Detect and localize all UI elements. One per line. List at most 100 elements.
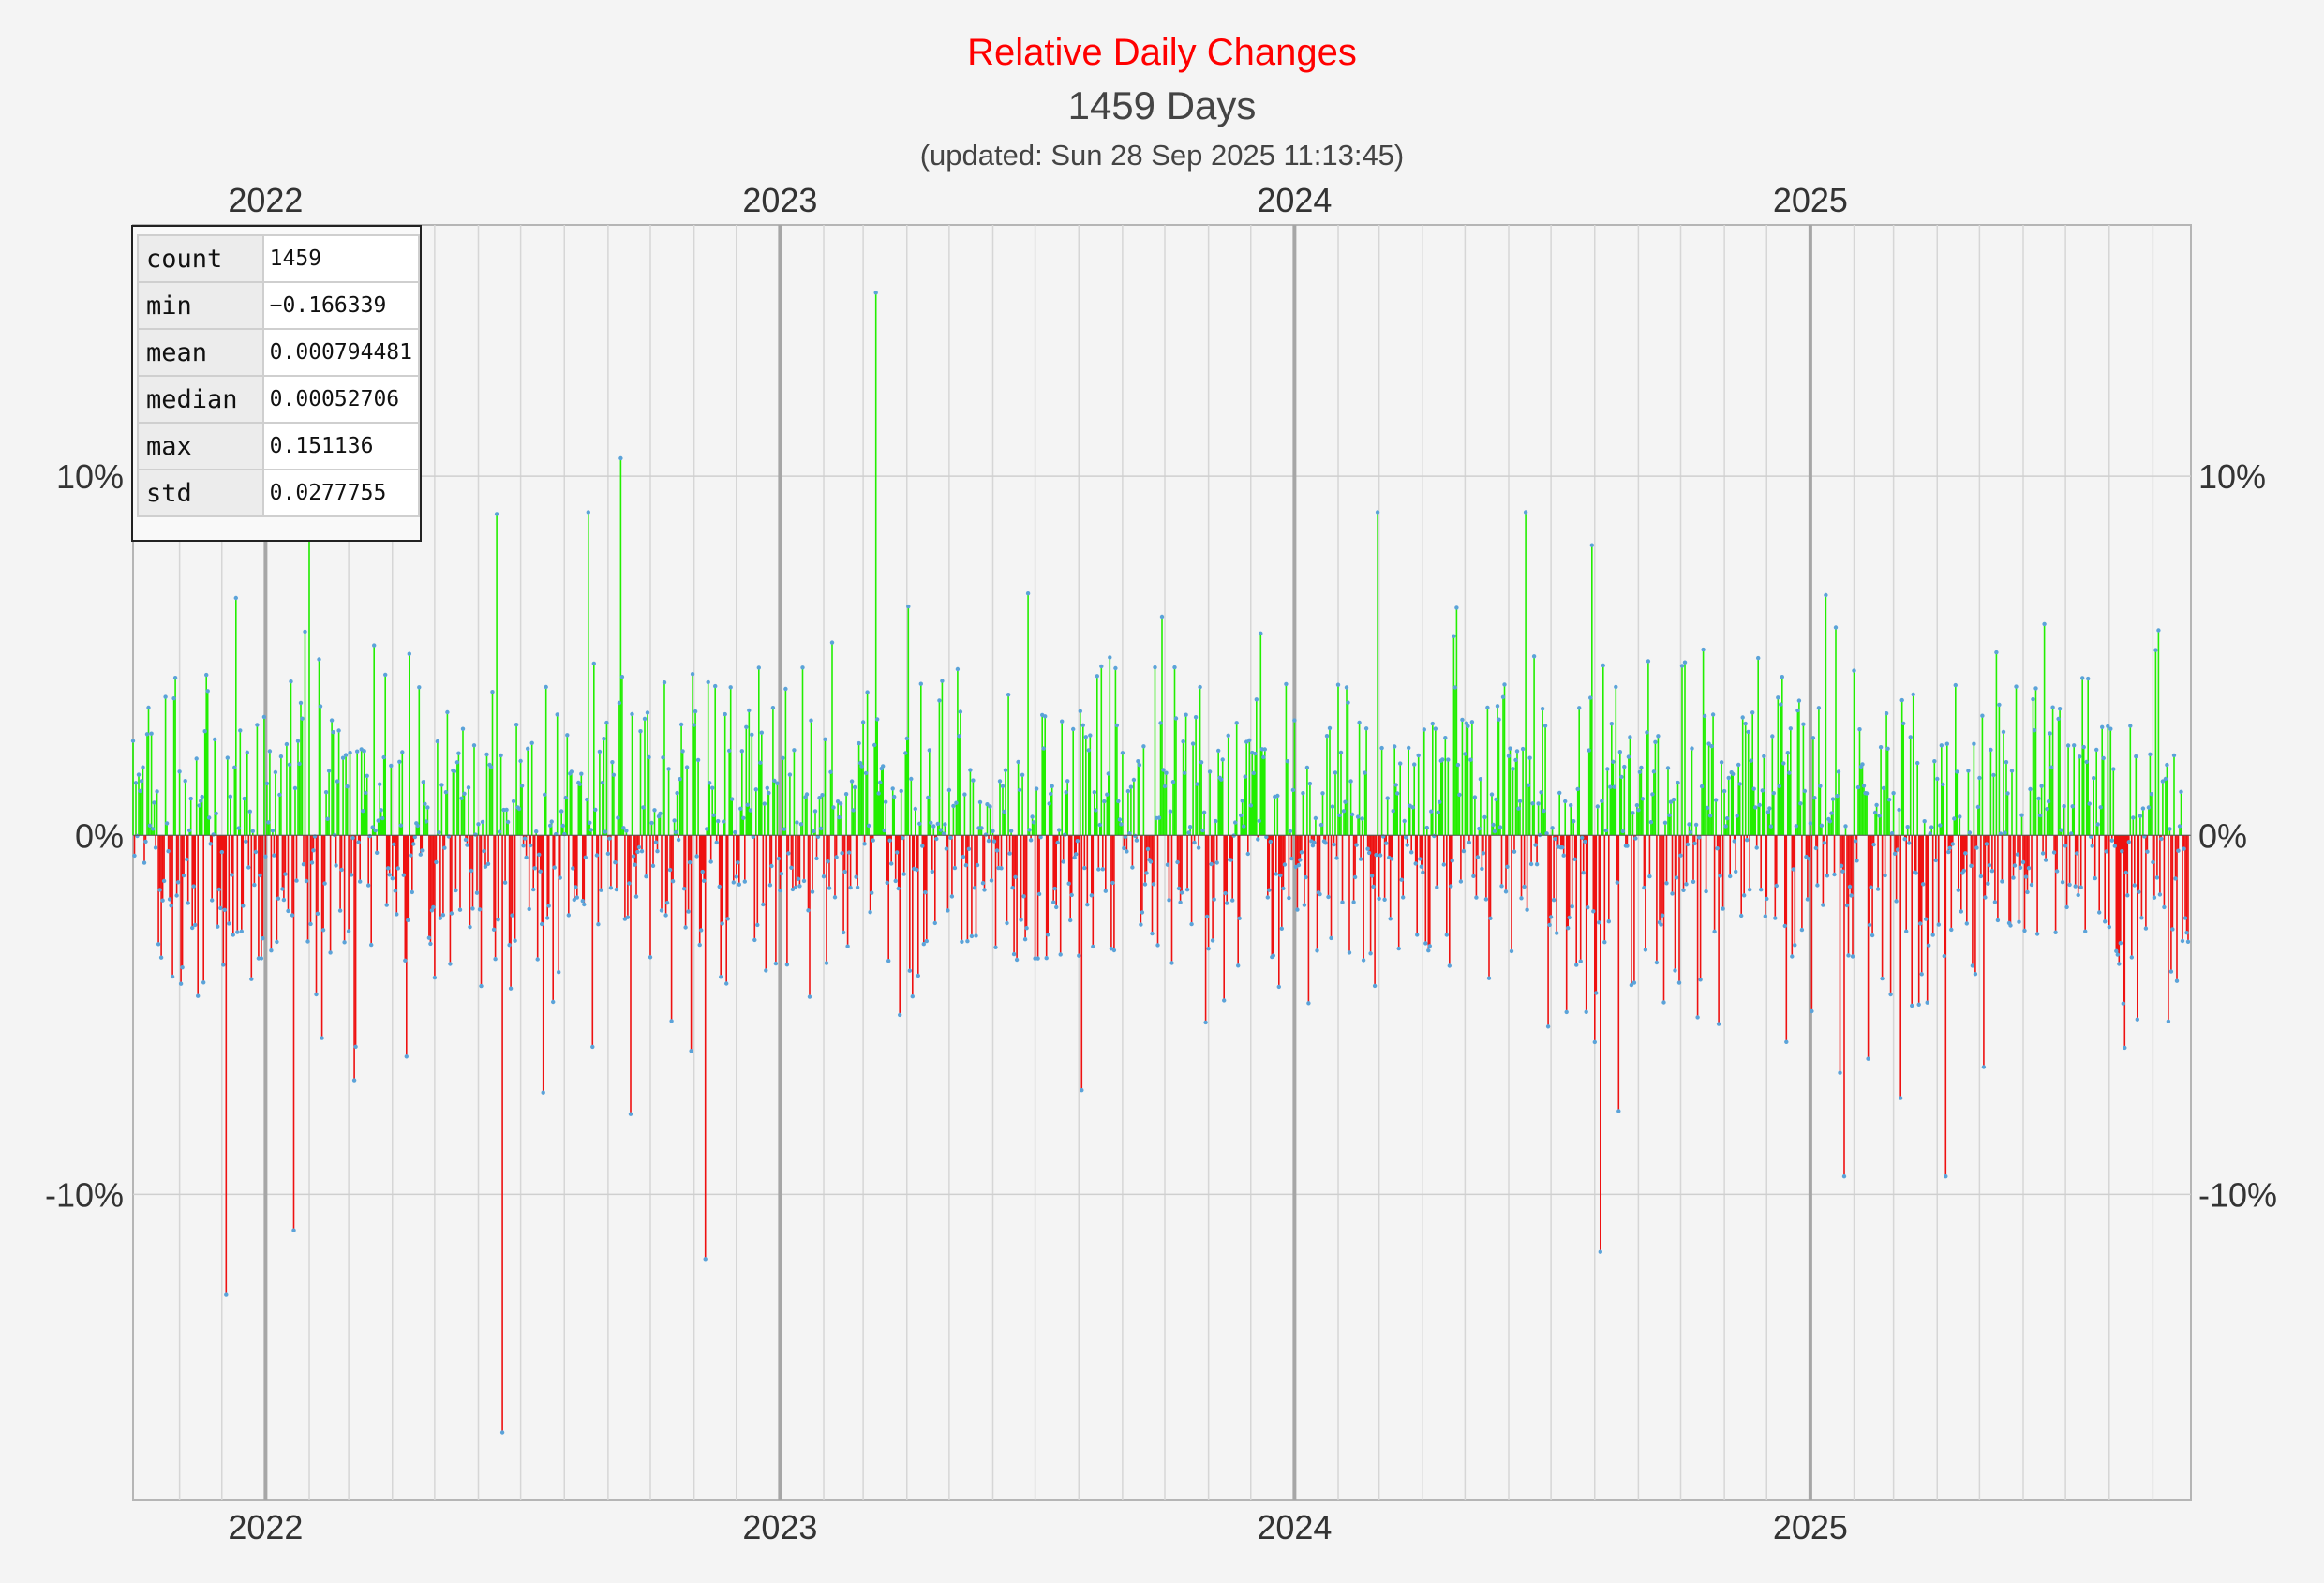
daily-change-point xyxy=(1050,784,1054,788)
daily-change-point xyxy=(318,704,323,709)
daily-change-point xyxy=(454,888,458,893)
daily-change-point xyxy=(968,768,973,772)
daily-change-point xyxy=(1116,799,1121,804)
daily-change-point xyxy=(2032,728,2037,733)
daily-change-point xyxy=(1878,745,1884,750)
daily-change-point xyxy=(1712,929,1717,934)
daily-change-point xyxy=(1894,899,1899,904)
daily-change-point xyxy=(717,884,722,889)
daily-change-point xyxy=(1034,786,1039,791)
daily-change-point xyxy=(1788,726,1794,731)
daily-change-point xyxy=(779,872,784,876)
x-tick-label-top: 2023 xyxy=(742,181,817,219)
daily-change-point xyxy=(314,992,319,997)
daily-change-point xyxy=(349,873,354,877)
daily-change-point xyxy=(315,911,320,916)
daily-change-point xyxy=(2031,696,2035,702)
daily-change-point xyxy=(2087,801,2092,806)
x-tick-label-bottom: 2024 xyxy=(1257,1508,1332,1546)
daily-change-point xyxy=(1958,814,1962,819)
daily-change-point xyxy=(194,756,199,761)
daily-change-point xyxy=(1734,869,1738,874)
daily-change-point xyxy=(1835,794,1840,799)
daily-change-point xyxy=(1254,697,1259,702)
daily-change-point xyxy=(161,878,167,884)
daily-change-point xyxy=(1086,748,1092,753)
daily-change-point xyxy=(1619,774,1624,780)
x-tick-label-bottom: 2025 xyxy=(1773,1508,1848,1546)
daily-change-point xyxy=(1807,857,1811,861)
chart-updated-timestamp: (updated: Sun 28 Sep 2025 11:13:45) xyxy=(919,139,1405,172)
daily-change-point xyxy=(507,943,512,948)
daily-change-point xyxy=(873,291,878,295)
daily-change-point xyxy=(353,1044,358,1050)
daily-change-point xyxy=(1885,746,1890,751)
daily-change-point xyxy=(548,823,553,828)
daily-change-point xyxy=(1620,829,1626,834)
daily-change-point xyxy=(801,878,807,884)
daily-change-point xyxy=(733,829,737,835)
daily-change-point xyxy=(1423,941,1428,946)
daily-change-point xyxy=(761,902,766,907)
daily-change-point xyxy=(1883,873,1887,878)
daily-change-point xyxy=(633,894,639,899)
daily-change-point xyxy=(1989,747,1993,753)
daily-change-point xyxy=(516,806,522,812)
daily-change-point xyxy=(980,881,986,886)
daily-change-point xyxy=(1584,1009,1588,1015)
daily-change-point xyxy=(1360,816,1364,821)
daily-change-point xyxy=(210,898,215,903)
daily-change-point xyxy=(1035,956,1040,961)
stat-key: max xyxy=(137,422,264,470)
daily-change-point xyxy=(1125,849,1129,854)
daily-change-point xyxy=(1083,735,1089,739)
daily-change-point xyxy=(463,837,469,843)
daily-change-point xyxy=(1970,963,1975,968)
daily-change-point xyxy=(2040,851,2046,856)
daily-change-point xyxy=(2014,684,2019,689)
daily-change-point xyxy=(1875,887,1881,891)
daily-change-point xyxy=(1782,923,1788,929)
daily-change-point xyxy=(437,830,441,835)
daily-change-point xyxy=(2157,892,2163,897)
daily-change-point xyxy=(1024,926,1029,931)
daily-change-point xyxy=(496,918,500,922)
daily-change-point xyxy=(1271,953,1276,958)
daily-change-point xyxy=(793,885,798,890)
daily-change-point xyxy=(259,956,264,961)
daily-change-point xyxy=(1570,904,1574,909)
daily-change-point xyxy=(326,769,332,773)
daily-change-point xyxy=(147,823,153,828)
daily-change-point xyxy=(1777,784,1782,789)
daily-change-point xyxy=(795,820,799,825)
daily-change-point xyxy=(1600,799,1604,803)
daily-change-point xyxy=(1935,776,1940,782)
daily-change-point xyxy=(926,795,931,800)
daily-change-point xyxy=(675,790,679,796)
daily-change-point xyxy=(150,827,156,831)
daily-change-point xyxy=(1315,948,1319,953)
daily-change-point xyxy=(1003,768,1008,772)
daily-change-point xyxy=(579,771,584,776)
daily-change-point xyxy=(139,779,144,784)
daily-change-point xyxy=(951,803,956,809)
daily-change-point xyxy=(694,854,699,859)
daily-change-point xyxy=(1897,807,1901,813)
daily-change-point xyxy=(1946,849,1951,855)
daily-change-point xyxy=(686,909,691,914)
daily-change-point xyxy=(373,828,378,833)
daily-change-point xyxy=(2101,755,2106,761)
daily-change-point xyxy=(778,888,782,893)
daily-change-point xyxy=(1975,804,1981,810)
daily-change-point xyxy=(1031,820,1036,825)
daily-change-point xyxy=(1457,792,1462,798)
daily-change-point xyxy=(1471,874,1476,878)
daily-change-point xyxy=(658,811,663,816)
daily-change-point xyxy=(670,879,676,884)
daily-change-point xyxy=(1460,717,1465,723)
daily-change-point xyxy=(1111,948,1117,953)
daily-change-point xyxy=(979,826,984,830)
daily-change-point xyxy=(1243,774,1247,779)
daily-change-point xyxy=(2026,866,2032,871)
daily-change-point xyxy=(1955,769,1959,774)
